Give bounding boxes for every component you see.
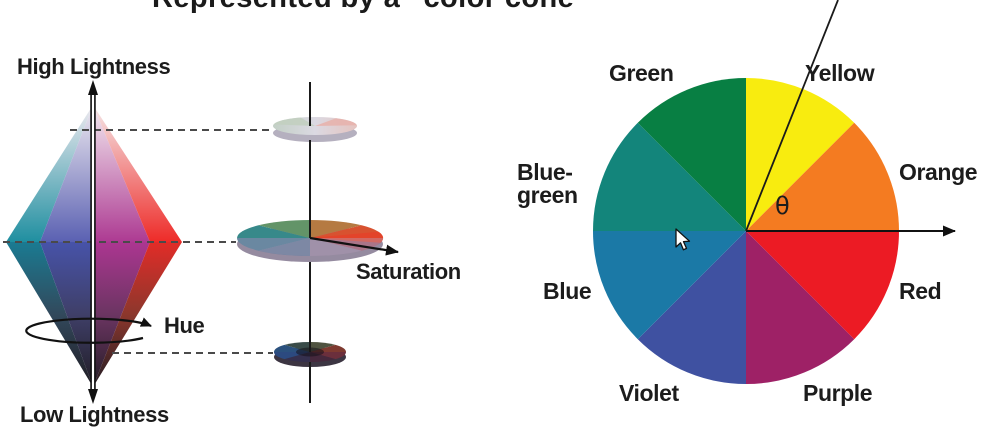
axis-arrow-down [88,389,98,404]
cone-facet-upper-blue [40,105,93,242]
low-lightness-label: Low Lightness [20,402,169,427]
wheel-segment-yellow [746,78,855,231]
saturation-arrow [309,236,399,256]
color-cone-diagram [3,80,273,404]
disk-mid-lightness [237,220,384,262]
wheel-label-orange: Orange [899,159,978,185]
color-wheel [593,0,956,385]
wheel-segment-blue-green [593,122,746,231]
hue-label: Hue [164,313,205,338]
disk-high-lightness [273,117,357,142]
cone-facet-upper-teal [6,105,93,242]
cone-facet-lower-teal [6,242,93,387]
axis-arrow-up [88,80,98,95]
disk-low-lightness [273,341,347,367]
wheel-angle-line [745,0,839,232]
wheel-segment-red [746,231,899,340]
wheel-label-blue-green: Blue-green [517,159,578,209]
mouse-cursor-icon [675,228,691,251]
color-bicone [6,105,182,387]
cone-facet-lower-red [93,242,182,387]
wheel-label-purple: Purple [803,380,873,406]
wheel-segment-green [637,78,746,231]
theta-angle-symbol: θ [775,192,790,220]
hue-rotation-arrow [25,317,152,344]
wheel-segment-orange [746,122,899,231]
high-lightness-label: High Lightness [17,54,171,79]
wheel-label-red: Red [899,278,942,304]
wheel-label-blue: Blue [543,278,592,304]
wheel-segment-purple [746,231,855,384]
saturation-label: Saturation [356,259,461,284]
wheel-label-yellow: Yellow [805,60,875,86]
cone-facet-upper-red [93,105,182,242]
wheel-label-green: Green [609,60,674,86]
slide-title-cropped: Represented by a “color cone” [152,0,589,15]
wheel-segment-violet [637,231,746,385]
wheel-label-violet: Violet [619,380,679,406]
disk-stack [237,82,399,403]
wheel-segment-blue [593,231,746,340]
dashed-connectors [3,129,273,354]
cone-facet-lower-blue [40,242,93,387]
